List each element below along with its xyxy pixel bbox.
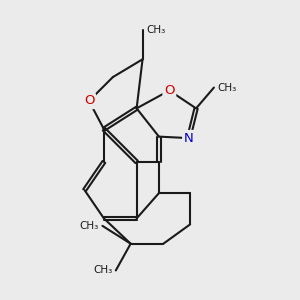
Text: CH₃: CH₃ — [80, 221, 99, 231]
Text: CH₃: CH₃ — [146, 25, 165, 34]
Text: O: O — [164, 84, 175, 97]
Text: O: O — [84, 94, 94, 107]
Text: N: N — [184, 132, 194, 145]
Text: CH₃: CH₃ — [218, 82, 237, 92]
Text: CH₃: CH₃ — [93, 266, 112, 275]
